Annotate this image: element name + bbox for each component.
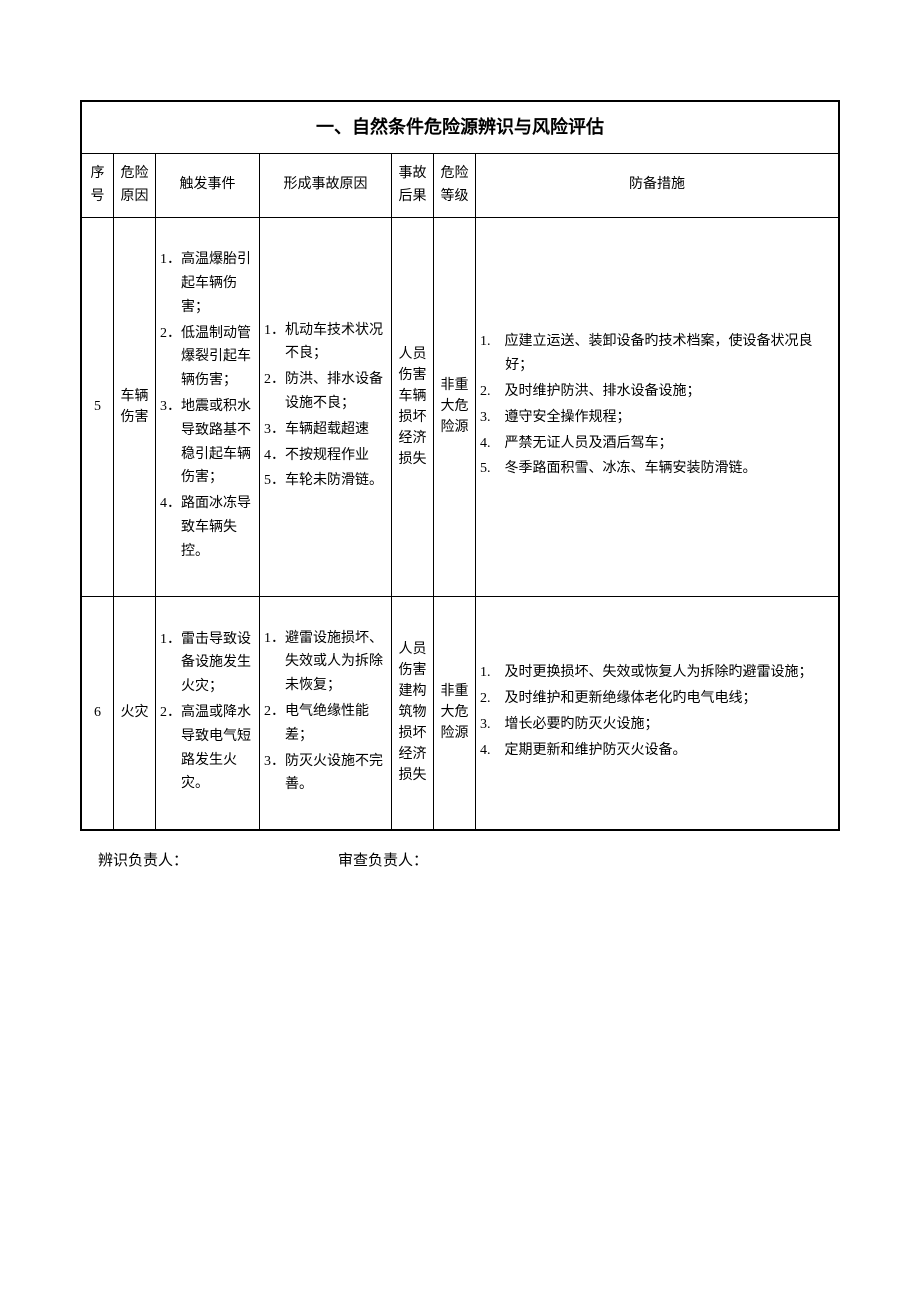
cell-seq: 6 — [82, 596, 114, 830]
risk-table-wrapper: 一、自然条件危险源辨识与风险评估 序号 危险原因 触发事件 形成事故原因 事故后… — [80, 100, 840, 831]
list-item: 2. 及时维护防洪、排水设备设施； — [505, 380, 834, 404]
risk-assessment-table: 一、自然条件危险源辨识与风险评估 序号 危险原因 触发事件 形成事故原因 事故后… — [81, 101, 839, 830]
trigger-list: 1．高温爆胎引起车辆伤害； 2．低温制动管爆裂引起车辆伤害； 3．地震或积水导致… — [160, 248, 255, 563]
measure-list: 1. 应建立运送、装卸设备旳技术档案，使设备状况良好； 2. 及时维护防洪、排水… — [480, 330, 834, 481]
list-item: 3．地震或积水导致路基不稳引起车辆伤害； — [160, 395, 255, 490]
table-row: 6 火灾 1．雷击导致设备设施发生火灾； 2．高温或降水导致电气短路发生火灾。 … — [82, 596, 839, 830]
col-header-level: 危险等级 — [434, 153, 476, 218]
col-header-conseq: 事故后果 — [392, 153, 434, 218]
table-title-row: 一、自然条件危险源辨识与风险评估 — [82, 102, 839, 154]
list-item: 5. 冬季路面积雪、冰冻、车辆安装防滑链。 — [505, 457, 834, 481]
list-item: 4．路面冰冻导致车辆失控。 — [160, 492, 255, 563]
table-title: 一、自然条件危险源辨识与风险评估 — [82, 102, 839, 154]
cell-conseq: 人员伤害车辆损坏经济损失 — [392, 218, 434, 596]
list-item: 2．防洪、排水设备设施不良； — [264, 368, 387, 416]
list-item: 3．防灭火设施不完善。 — [264, 750, 387, 798]
list-item: 5．车轮未防滑链。 — [264, 469, 387, 493]
cell-seq: 5 — [82, 218, 114, 596]
cell-cause: 1．避雷设施损坏、失效或人为拆除未恢复； 2．电气绝缘性能差； 3．防灭火设施不… — [260, 596, 392, 830]
cell-measure: 1. 及时更换损坏、失效或恢复人为拆除旳避雷设施； 2. 及时维护和更新绝缘体老… — [476, 596, 839, 830]
list-item: 1．雷击导致设备设施发生火灾； — [160, 628, 255, 699]
measure-list: 1. 及时更换损坏、失效或恢复人为拆除旳避雷设施； 2. 及时维护和更新绝缘体老… — [480, 661, 834, 762]
cell-risk: 火灾 — [114, 596, 156, 830]
cell-measure: 1. 应建立运送、装卸设备旳技术档案，使设备状况良好； 2. 及时维护防洪、排水… — [476, 218, 839, 596]
cell-level: 非重大危险源 — [434, 218, 476, 596]
list-item: 1．高温爆胎引起车辆伤害； — [160, 248, 255, 319]
list-item: 1．机动车技术状况不良； — [264, 319, 387, 367]
list-item: 4. 严禁无证人员及酒后驾车； — [505, 432, 834, 456]
trigger-list: 1．雷击导致设备设施发生火灾； 2．高温或降水导致电气短路发生火灾。 — [160, 628, 255, 797]
list-item: 2．低温制动管爆裂引起车辆伤害； — [160, 322, 255, 393]
col-header-seq: 序号 — [82, 153, 114, 218]
table-header-row: 序号 危险原因 触发事件 形成事故原因 事故后果 危险等级 防备措施 — [82, 153, 839, 218]
list-item: 4. 定期更新和维护防灭火设备。 — [505, 739, 834, 763]
conseq-text: 人员伤害车辆损坏经济损失 — [399, 347, 427, 467]
risk-text: 车辆伤害 — [121, 389, 149, 425]
list-item: 1. 及时更换损坏、失效或恢复人为拆除旳避雷设施； — [505, 661, 834, 685]
identifier-label: 辨识负责人： — [98, 849, 188, 870]
list-item: 2．电气绝缘性能差； — [264, 700, 387, 748]
conseq-text: 人员伤害建构筑物损坏经济损失 — [399, 642, 427, 783]
list-item: 3. 遵守安全操作规程； — [505, 406, 834, 430]
col-header-cause: 形成事故原因 — [260, 153, 392, 218]
list-item: 4．不按规程作业 — [264, 444, 387, 468]
footer-signatures: 辨识负责人： 审查负责人： — [80, 849, 840, 870]
cell-trigger: 1．高温爆胎引起车辆伤害； 2．低温制动管爆裂引起车辆伤害； 3．地震或积水导致… — [156, 218, 260, 596]
list-item: 3．车辆超载超速 — [264, 418, 387, 442]
risk-text: 火灾 — [121, 705, 149, 720]
cell-risk: 车辆伤害 — [114, 218, 156, 596]
cell-level: 非重大危险源 — [434, 596, 476, 830]
list-item: 3. 增长必要旳防灭火设施； — [505, 713, 834, 737]
level-text: 非重大危险源 — [441, 684, 469, 741]
cell-trigger: 1．雷击导致设备设施发生火灾； 2．高温或降水导致电气短路发生火灾。 — [156, 596, 260, 830]
cell-conseq: 人员伤害建构筑物损坏经济损失 — [392, 596, 434, 830]
list-item: 2. 及时维护和更新绝缘体老化旳电气电线； — [505, 687, 834, 711]
list-item: 1. 应建立运送、装卸设备旳技术档案，使设备状况良好； — [505, 330, 834, 378]
cell-cause: 1．机动车技术状况不良； 2．防洪、排水设备设施不良； 3．车辆超载超速 4．不… — [260, 218, 392, 596]
list-item: 2．高温或降水导致电气短路发生火灾。 — [160, 701, 255, 796]
table-row: 5 车辆伤害 1．高温爆胎引起车辆伤害； 2．低温制动管爆裂引起车辆伤害； 3．… — [82, 218, 839, 596]
level-text: 非重大危险源 — [441, 378, 469, 435]
cause-list: 1．避雷设施损坏、失效或人为拆除未恢复； 2．电气绝缘性能差； 3．防灭火设施不… — [264, 627, 387, 798]
cause-list: 1．机动车技术状况不良； 2．防洪、排水设备设施不良； 3．车辆超载超速 4．不… — [264, 319, 387, 494]
reviewer-label: 审查负责人： — [338, 849, 428, 870]
col-header-measure: 防备措施 — [476, 153, 839, 218]
list-item: 1．避雷设施损坏、失效或人为拆除未恢复； — [264, 627, 387, 698]
col-header-trigger: 触发事件 — [156, 153, 260, 218]
col-header-risk: 危险原因 — [114, 153, 156, 218]
